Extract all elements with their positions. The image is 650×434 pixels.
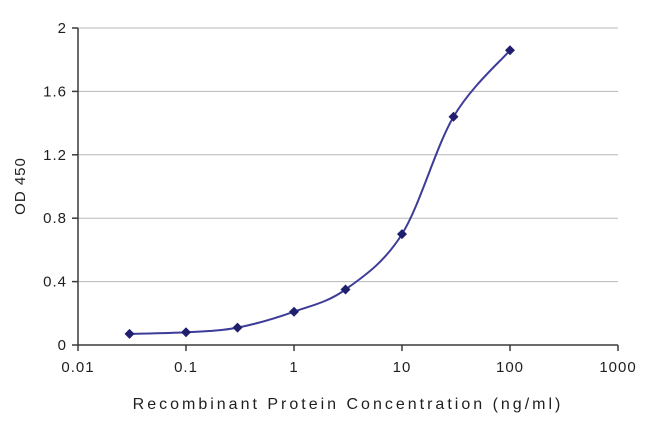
- data-point-marker: [448, 111, 459, 122]
- y-tick-label: 1.6: [43, 83, 67, 100]
- x-tick-label: 10: [393, 359, 412, 376]
- x-axis-title: Recombinant Protein Concentration (ng/ml…: [133, 396, 564, 413]
- x-tick-label: 0.01: [61, 359, 94, 376]
- data-point-marker: [397, 229, 407, 240]
- y-tick-label: 0: [58, 337, 67, 354]
- x-tick-label: 1: [289, 359, 298, 376]
- data-point-marker: [181, 327, 191, 338]
- x-tick-label: 100: [496, 359, 524, 376]
- y-tick-label: 2: [58, 20, 67, 37]
- y-tick-label: 0.8: [43, 210, 67, 227]
- y-tick-label: 0.4: [43, 274, 67, 291]
- data-point-marker: [124, 328, 135, 339]
- data-point-marker: [340, 284, 351, 295]
- y-axis-title: OD 450: [12, 157, 29, 215]
- data-point-marker: [505, 45, 515, 56]
- x-tick-label: 0.1: [174, 359, 198, 376]
- y-tick-label: 1.2: [43, 147, 67, 164]
- data-point-marker: [289, 306, 299, 317]
- chart-plot-area: 0 0.4 0.8 1.2 1.6 2 0.01 0.1 1 10 100 1000: [43, 20, 636, 376]
- data-point-marker: [232, 322, 243, 333]
- x-tick-label: 1000: [599, 359, 636, 376]
